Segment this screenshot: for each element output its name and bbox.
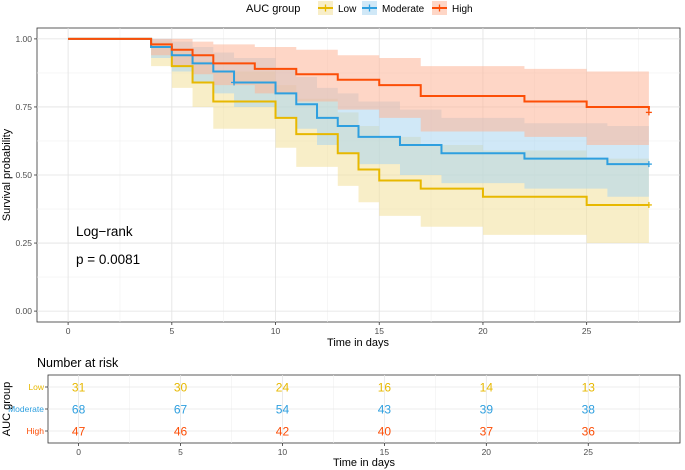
risk-x-tick-label: 25 [584, 447, 594, 457]
plot-area: 0 5 10 15 20 25 0.00 0.25 0.50 0.75 1.00 Log−rank… [1, 27, 681, 349]
legend-label-low: Low [338, 4, 357, 15]
risk-cell-low: 24 [276, 381, 290, 395]
censor-mark-high [645, 109, 652, 116]
risk-cell-low: 13 [582, 381, 596, 395]
annotation-logrank: Log−rank [76, 224, 133, 239]
risk-row-label-high: High [27, 426, 45, 436]
risk-cell-low: 31 [72, 381, 86, 395]
x-tick-label: 20 [478, 326, 488, 336]
legend-item-high: High [432, 1, 473, 15]
risk-x-tick-label: 15 [380, 447, 390, 457]
risk-cell-low: 30 [174, 381, 188, 395]
risk-x-tick-label: 20 [482, 447, 492, 457]
y-tick-label: 0.25 [15, 238, 32, 248]
y-tick-label: 0.00 [15, 306, 32, 316]
risk-x-tick-label: 0 [76, 447, 81, 457]
legend-title: AUC group [246, 3, 300, 15]
risk-cell-moderate: 67 [174, 403, 188, 417]
x-axis-label: Time in days [327, 337, 389, 349]
risk-table-y-label: AUC group [1, 382, 13, 436]
y-tick-label: 0.75 [15, 102, 32, 112]
legend-item-low: Low [318, 1, 357, 15]
x-tick-label: 5 [169, 326, 174, 336]
risk-row-label-low: Low [28, 382, 44, 392]
x-tick-label: 25 [582, 326, 592, 336]
legend-label-moderate: Moderate [382, 4, 425, 15]
legend: AUC group Low Moderate High [246, 1, 473, 15]
x-tick-label: 0 [66, 326, 71, 336]
risk-cell-high: 47 [72, 425, 86, 439]
censor-mark-moderate [231, 79, 238, 86]
x-axis: 0 5 10 15 20 25 [66, 322, 592, 336]
survival-curve-low [68, 37, 649, 206]
risk-x-tick-label: 10 [278, 447, 288, 457]
risk-cell-high: 46 [174, 425, 188, 439]
risk-cell-moderate: 39 [480, 403, 494, 417]
risk-table: Number at risk 31 30 24 16 14 13 68 67 54 43 39 38 4… [1, 356, 681, 469]
risk-cell-moderate: 43 [378, 403, 392, 417]
annotation-pvalue: p = 0.0081 [76, 252, 140, 267]
risk-cell-moderate: 68 [72, 403, 86, 417]
survival-curve-moderate [68, 37, 649, 166]
survival-curves [68, 37, 650, 206]
risk-cell-low: 14 [480, 381, 494, 395]
risk-cell-high: 40 [378, 425, 392, 439]
risk-x-tick-label: 5 [178, 447, 183, 457]
x-tick-label: 15 [375, 326, 385, 336]
legend-items: Low Moderate High [318, 1, 473, 15]
censor-mark-moderate [645, 161, 652, 168]
risk-cell-high: 36 [582, 425, 596, 439]
risk-table-group-labels: Low Moderate High [8, 382, 48, 436]
risk-cell-high: 37 [480, 425, 494, 439]
y-axis-label: Survival probability [1, 128, 13, 221]
risk-cell-moderate: 54 [276, 403, 290, 417]
y-tick-label: 0.50 [15, 170, 32, 180]
survival-curve-high [68, 37, 650, 110]
censor-marks [231, 79, 652, 208]
censor-mark-low [645, 201, 652, 208]
confidence-band-moderate [68, 38, 649, 197]
risk-table-x-label: Time in days [333, 457, 395, 469]
risk-table-grid [48, 375, 680, 443]
legend-label-high: High [452, 4, 473, 15]
risk-table-title: Number at risk [37, 356, 119, 370]
risk-cell-low: 16 [378, 381, 392, 395]
y-axis: 0.00 0.25 0.50 0.75 1.00 [15, 34, 37, 316]
risk-row-label-moderate: Moderate [8, 404, 44, 414]
legend-item-moderate: Moderate [362, 1, 425, 15]
x-tick-label: 10 [271, 326, 281, 336]
risk-table-x-axis: 0 5 10 15 20 25 [76, 443, 593, 457]
risk-cell-moderate: 38 [582, 403, 596, 417]
risk-cell-high: 42 [276, 425, 290, 439]
y-tick-label: 1.00 [15, 34, 32, 44]
risk-table-cells: 31 30 24 16 14 13 68 67 54 43 39 38 47 46 42 40 37 36 [72, 381, 595, 439]
